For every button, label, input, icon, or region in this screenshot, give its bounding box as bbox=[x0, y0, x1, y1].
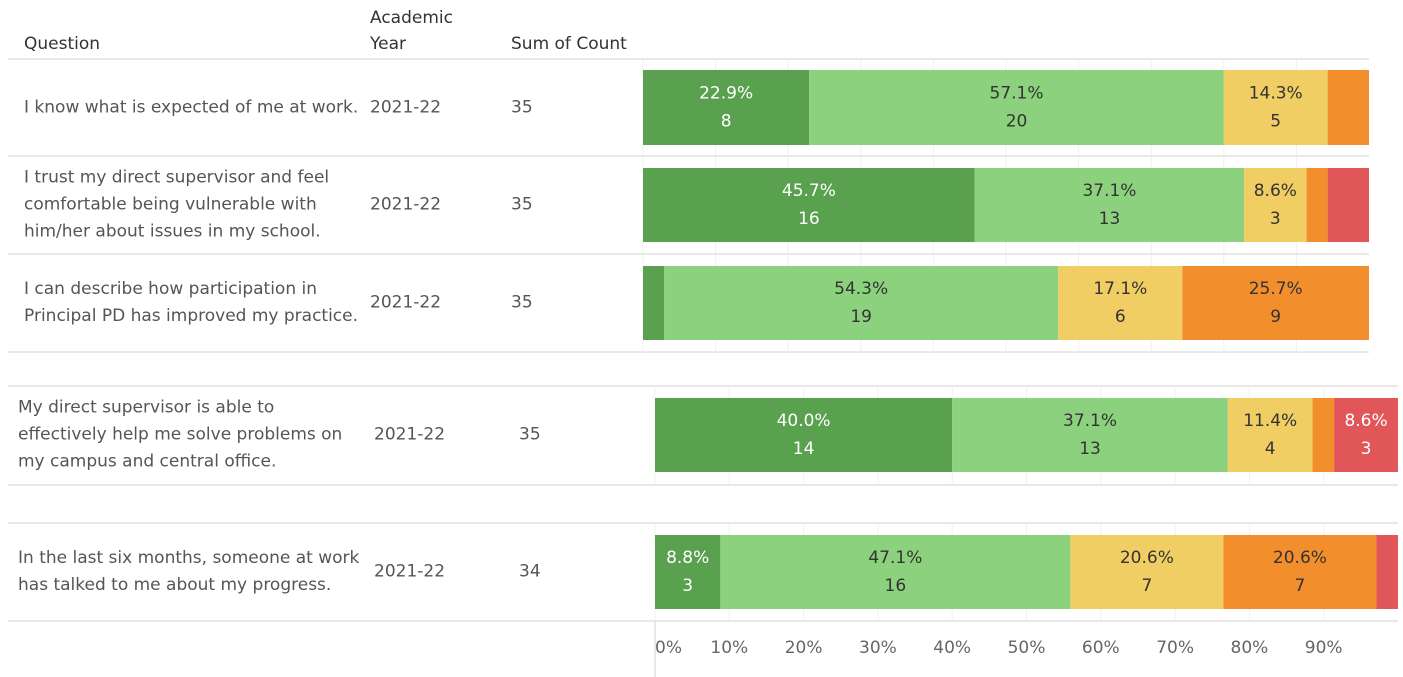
percent-label: 37.1% bbox=[1082, 181, 1136, 201]
percent-label: 20.6% bbox=[1273, 548, 1327, 568]
percent-label: 20.6% bbox=[1120, 548, 1174, 568]
x-tick-label: 10% bbox=[710, 638, 748, 658]
bar-segment bbox=[720, 535, 1071, 609]
bar-segment bbox=[1306, 168, 1328, 242]
academic-year: 2021-22 bbox=[374, 424, 446, 445]
bar-segment bbox=[1376, 535, 1398, 609]
bar-segment bbox=[1070, 535, 1224, 609]
x-tick-label: 30% bbox=[859, 638, 897, 658]
percent-label: 8.6% bbox=[1254, 181, 1297, 201]
academic-year: 2021-22 bbox=[374, 561, 446, 582]
header-year: Academic Year bbox=[370, 8, 453, 54]
x-tick-label: 50% bbox=[1008, 638, 1046, 658]
percent-label: 17.1% bbox=[1093, 279, 1147, 299]
bar-segment bbox=[952, 398, 1228, 472]
count-label: 3 bbox=[1270, 209, 1281, 229]
academic-year: 2021-22 bbox=[370, 292, 442, 313]
bar-segment bbox=[643, 266, 665, 340]
x-tick-label: 40% bbox=[933, 638, 971, 658]
bar-segment bbox=[655, 398, 953, 472]
sum-of-count: 35 bbox=[511, 97, 533, 117]
x-tick-label: 90% bbox=[1305, 638, 1343, 658]
x-tick-label: 80% bbox=[1231, 638, 1269, 658]
count-label: 14 bbox=[793, 439, 815, 459]
percent-label: 47.1% bbox=[868, 548, 922, 568]
bar-segment bbox=[974, 168, 1245, 242]
bar-segment bbox=[1223, 70, 1328, 145]
percent-label: 8.6% bbox=[1344, 411, 1387, 431]
sum-of-count: 35 bbox=[511, 292, 533, 313]
count-label: 20 bbox=[1006, 112, 1028, 132]
count-label: 7 bbox=[1141, 576, 1152, 596]
x-tick-label: 20% bbox=[785, 638, 823, 658]
count-label: 9 bbox=[1270, 307, 1281, 327]
question: My direct supervisor is able to effectiv… bbox=[18, 397, 343, 472]
x-tick-label: 0% bbox=[655, 638, 682, 658]
x-tick-label: 60% bbox=[1082, 638, 1120, 658]
question: I trust my direct supervisor and feel co… bbox=[24, 167, 330, 242]
academic-year: 2021-22 bbox=[370, 194, 442, 215]
count-label: 7 bbox=[1295, 576, 1306, 596]
count-label: 5 bbox=[1270, 112, 1281, 132]
percent-label: 8.8% bbox=[666, 548, 709, 568]
bar-segment bbox=[1312, 398, 1335, 472]
bar-segment bbox=[664, 266, 1059, 340]
count-label: 3 bbox=[682, 576, 693, 596]
percent-label: 14.3% bbox=[1249, 84, 1303, 104]
percent-label: 22.9% bbox=[699, 84, 753, 104]
percent-label: 57.1% bbox=[990, 84, 1044, 104]
count-label: 3 bbox=[1361, 439, 1372, 459]
percent-label: 11.4% bbox=[1243, 411, 1297, 431]
count-label: 19 bbox=[850, 307, 872, 327]
academic-year: 2021-22 bbox=[370, 97, 442, 117]
percent-label: 25.7% bbox=[1249, 279, 1303, 299]
bar-segment bbox=[1244, 168, 1307, 242]
percent-label: 37.1% bbox=[1063, 411, 1117, 431]
bar-segment bbox=[1182, 266, 1369, 340]
count-label: 6 bbox=[1115, 307, 1126, 327]
bar-segment bbox=[643, 70, 810, 145]
count-label: 16 bbox=[885, 576, 907, 596]
bar-segment bbox=[655, 535, 721, 609]
percent-label: 45.7% bbox=[782, 181, 836, 201]
count-label: 8 bbox=[721, 112, 732, 132]
x-tick-label: 70% bbox=[1156, 638, 1194, 658]
percent-label: 40.0% bbox=[777, 411, 831, 431]
question: I can describe how participation in Prin… bbox=[24, 279, 359, 326]
sum-of-count: 35 bbox=[519, 424, 541, 445]
percent-label: 54.3% bbox=[834, 279, 888, 299]
header-question: Question bbox=[24, 34, 101, 54]
count-label: 4 bbox=[1265, 439, 1276, 459]
sum-of-count: 35 bbox=[511, 194, 533, 215]
bar-segment bbox=[1334, 398, 1398, 472]
bar-segment bbox=[1058, 266, 1183, 340]
bar-segment bbox=[1227, 398, 1313, 472]
sum-of-count: 34 bbox=[519, 561, 541, 582]
bar-segment bbox=[1327, 168, 1369, 242]
count-label: 13 bbox=[1099, 209, 1121, 229]
count-label: 13 bbox=[1079, 439, 1101, 459]
count-label: 16 bbox=[798, 209, 820, 229]
question: I know what is expected of me at work. bbox=[24, 97, 359, 117]
bar-segment bbox=[643, 168, 975, 242]
header-count: Sum of Count bbox=[511, 34, 627, 54]
bar-segment bbox=[1223, 535, 1377, 609]
question: In the last six months, someone at work … bbox=[18, 548, 360, 595]
bar-segment bbox=[1327, 70, 1369, 145]
bar-segment bbox=[809, 70, 1224, 145]
